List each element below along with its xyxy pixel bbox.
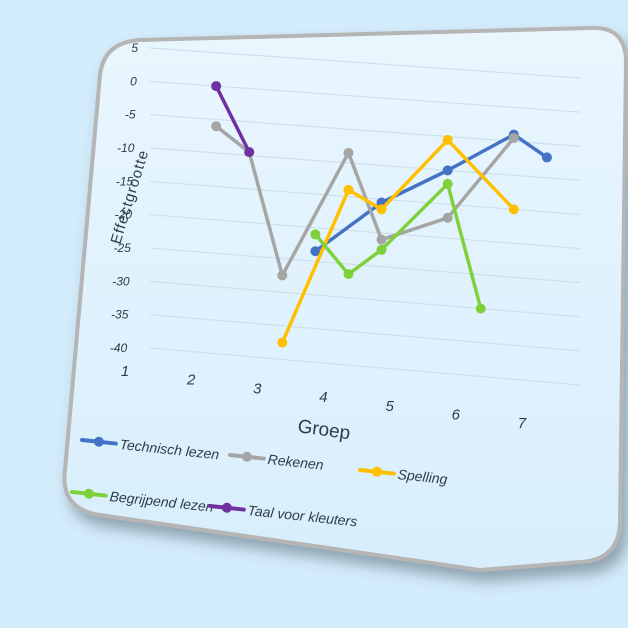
gridlines [149, 47, 581, 386]
data-point [541, 152, 552, 163]
x-tick-label: 7 [518, 415, 527, 432]
gridline [149, 47, 581, 79]
y-axis-ticks: 5 0 -5 -10 -15 -20 -25 -30 -35 -40 [110, 41, 138, 355]
x-axis-ticks: 1 2 3 4 5 6 7 [121, 363, 527, 432]
data-point [343, 184, 354, 195]
data-point [442, 165, 453, 176]
data-point [442, 178, 453, 189]
legend-marker [221, 502, 232, 513]
y-tick-label: -30 [112, 274, 130, 288]
data-point [310, 229, 321, 240]
x-tick-label: 2 [186, 372, 196, 389]
legend-marker [93, 436, 104, 447]
legend-label: Rekenen [267, 451, 325, 473]
legend-item: Rekenen [228, 451, 325, 473]
chart-card [62, 25, 628, 573]
data-point [277, 270, 288, 281]
gridline [149, 280, 581, 318]
x-tick-label: 5 [385, 398, 394, 415]
data-point [376, 234, 387, 245]
data-point [475, 303, 486, 314]
y-tick-label: -35 [111, 308, 129, 322]
gridline [149, 147, 581, 181]
y-tick-label: -40 [110, 341, 128, 355]
y-tick-label: -5 [125, 108, 136, 122]
data-point [376, 244, 387, 255]
y-tick-label: -15 [116, 174, 134, 188]
legend-marker [241, 451, 252, 462]
series-taal-voor-kleuters [211, 81, 255, 158]
data-point [277, 337, 288, 348]
data-point [244, 147, 255, 158]
data-point [343, 147, 354, 158]
legend-item: Spelling [358, 466, 448, 487]
data-point [442, 212, 453, 223]
gridline [149, 247, 581, 284]
legend-label: Spelling [397, 466, 448, 487]
data-point [211, 121, 222, 132]
series-begrijpend-lezen [310, 178, 486, 314]
series-layer [211, 81, 552, 348]
data-point [343, 269, 354, 280]
y-tick-label: -25 [113, 241, 131, 255]
data-point [508, 204, 519, 215]
data-point [442, 134, 453, 145]
gridline [149, 314, 581, 352]
y-tick-label: 5 [131, 41, 138, 55]
series-line [214, 84, 251, 154]
data-point [508, 132, 519, 143]
gridline [149, 347, 581, 386]
gridline [149, 214, 581, 250]
legend-marker [83, 488, 94, 499]
x-tick-label: 6 [452, 406, 461, 423]
x-tick-label: 1 [121, 363, 129, 380]
data-point [376, 204, 387, 215]
gridline [149, 114, 581, 147]
legend-marker [371, 466, 382, 477]
x-tick-label: 4 [319, 389, 327, 406]
x-tick-label: 3 [253, 380, 262, 397]
data-point [310, 246, 321, 257]
y-tick-label: -20 [115, 208, 133, 222]
data-point [211, 81, 222, 92]
gridline [149, 80, 581, 113]
y-tick-label: -10 [117, 141, 135, 155]
y-tick-label: 0 [130, 74, 137, 88]
series-spelling [277, 134, 519, 348]
